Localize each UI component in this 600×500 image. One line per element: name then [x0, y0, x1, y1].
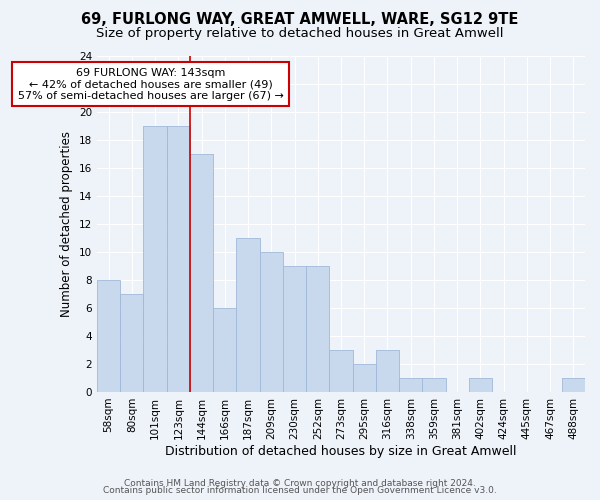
Bar	[260, 252, 283, 392]
Bar	[399, 378, 422, 392]
Bar	[306, 266, 329, 392]
Bar	[190, 154, 213, 392]
Y-axis label: Number of detached properties: Number of detached properties	[61, 131, 73, 317]
Bar	[562, 378, 585, 392]
Bar	[167, 126, 190, 392]
Bar	[120, 294, 143, 392]
Text: 69, FURLONG WAY, GREAT AMWELL, WARE, SG12 9TE: 69, FURLONG WAY, GREAT AMWELL, WARE, SG1…	[82, 12, 518, 28]
X-axis label: Distribution of detached houses by size in Great Amwell: Distribution of detached houses by size …	[165, 444, 517, 458]
Bar	[97, 280, 120, 392]
Text: 69 FURLONG WAY: 143sqm
← 42% of detached houses are smaller (49)
57% of semi-det: 69 FURLONG WAY: 143sqm ← 42% of detached…	[17, 68, 283, 101]
Bar	[143, 126, 167, 392]
Text: Size of property relative to detached houses in Great Amwell: Size of property relative to detached ho…	[96, 28, 504, 40]
Bar	[329, 350, 353, 392]
Bar	[213, 308, 236, 392]
Bar	[422, 378, 446, 392]
Bar	[236, 238, 260, 392]
Bar	[469, 378, 492, 392]
Text: Contains HM Land Registry data © Crown copyright and database right 2024.: Contains HM Land Registry data © Crown c…	[124, 478, 476, 488]
Bar	[376, 350, 399, 392]
Text: Contains public sector information licensed under the Open Government Licence v3: Contains public sector information licen…	[103, 486, 497, 495]
Bar	[283, 266, 306, 392]
Bar	[353, 364, 376, 392]
